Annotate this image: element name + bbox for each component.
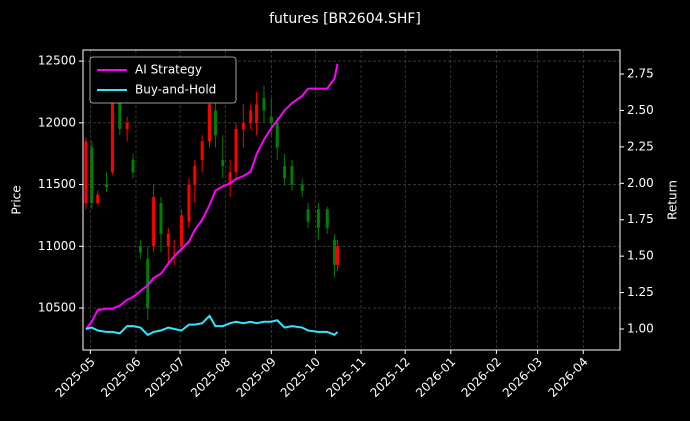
x-tick-label: 2025-06: [98, 355, 143, 400]
candle-body: [193, 166, 197, 185]
candle-body: [138, 246, 142, 253]
candle-body: [172, 252, 176, 254]
x-tick-label: 2026-04: [545, 355, 590, 400]
y2-tick-label: 2.25: [627, 139, 654, 153]
y-tick-label: 11000: [38, 239, 76, 253]
candle-body: [213, 110, 217, 136]
candle-body: [275, 122, 279, 148]
y2-tick-label: 2.75: [627, 67, 654, 81]
candle-body: [90, 147, 94, 204]
candle-body: [118, 98, 122, 130]
x-tick-label: 2025-11: [323, 355, 368, 400]
x-tick-label: 2026-01: [413, 355, 458, 400]
chart-title: futures [BR2604.SHF]: [269, 11, 421, 27]
candle-body: [333, 240, 337, 265]
candle-body: [187, 184, 191, 222]
legend-label: AI Strategy: [135, 63, 202, 77]
y2-tick-label: 1.50: [627, 249, 654, 263]
y2-tick-label: 1.75: [627, 212, 654, 226]
candle-body: [84, 141, 88, 204]
candle-body: [269, 116, 273, 123]
x-tick-label: 2026-02: [459, 355, 504, 400]
candle-body: [105, 184, 109, 188]
series-line: [85, 314, 339, 337]
x-tick-label: 2026-03: [500, 355, 545, 400]
candle-body: [255, 104, 259, 123]
y-tick-label: 12500: [38, 54, 76, 68]
candle-body: [325, 209, 329, 228]
candle-body: [96, 194, 100, 204]
x-tick-label: 2025-10: [278, 355, 323, 400]
plot-frame: [82, 49, 621, 351]
y-axis-label: Price: [10, 185, 24, 214]
x-tick-label: 2025-08: [188, 355, 233, 400]
y2-tick-label: 2.50: [627, 103, 654, 117]
candle-body: [200, 141, 204, 160]
candle-body: [228, 172, 232, 185]
y-tick-label: 10500: [38, 301, 76, 315]
candle-body: [208, 104, 212, 142]
candle-body: [110, 85, 114, 173]
y-tick-label: 12000: [38, 115, 76, 129]
y2-tick-label: 2.00: [627, 176, 654, 190]
legend-box: [89, 56, 237, 104]
candle-body: [262, 98, 266, 111]
x-tick-label: 2025-05: [53, 355, 98, 400]
candle-body: [306, 209, 310, 222]
x-tick-label: 2025-12: [367, 355, 412, 400]
candle-body: [283, 166, 287, 179]
x-tick-label: 2025-09: [234, 355, 279, 400]
y2-axis-label: Return: [666, 180, 680, 220]
x-tick-label: 2025-07: [142, 355, 187, 400]
candle-body: [146, 258, 150, 309]
y2-tick-label: 1.00: [627, 322, 654, 336]
candle-body: [249, 110, 253, 123]
series-line: [85, 63, 339, 330]
legend-label: Buy-and-Hold: [135, 83, 216, 97]
candle-body: [152, 196, 156, 247]
candle-body: [125, 122, 129, 130]
y2-tick-label: 1.25: [627, 285, 654, 299]
candle-body: [336, 246, 340, 265]
candle-body: [159, 203, 163, 234]
candle-body: [316, 209, 320, 228]
candle-body: [221, 159, 225, 167]
candle-body: [290, 166, 294, 185]
candle-body: [166, 233, 170, 247]
y-tick-label: 11500: [38, 177, 76, 191]
candle-body: [131, 159, 135, 173]
candle-body: [180, 215, 184, 247]
candle-body: [234, 129, 238, 173]
candle-body: [300, 184, 304, 191]
candle-body: [241, 122, 245, 130]
